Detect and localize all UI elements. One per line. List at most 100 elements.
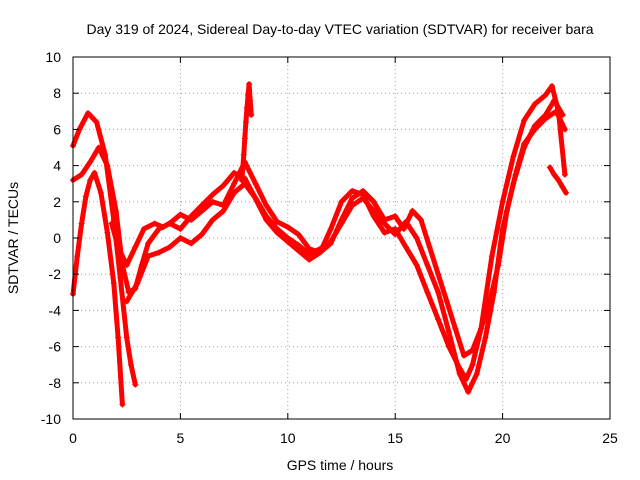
data-point (284, 224, 291, 231)
data-point (317, 245, 324, 252)
data-point (306, 245, 313, 252)
data-point (93, 119, 100, 126)
data-point (417, 216, 424, 223)
y-tick-label: 2 (53, 194, 61, 210)
data-point (198, 207, 205, 214)
data-point (460, 352, 467, 359)
data-point (542, 92, 549, 99)
data-point (349, 195, 356, 202)
data-point (435, 271, 442, 278)
data-point (469, 347, 476, 354)
y-tick-label: 0 (53, 230, 61, 246)
data-point (252, 195, 259, 202)
data-point (306, 251, 313, 258)
data-point (521, 144, 528, 151)
data-point (245, 92, 252, 99)
data-point (546, 164, 553, 171)
data-point (188, 216, 195, 223)
data-point (198, 202, 205, 209)
data-point (392, 213, 399, 220)
data-point (555, 177, 562, 184)
data-point (238, 177, 245, 184)
data-point (97, 189, 104, 196)
data-point (456, 370, 463, 377)
data-point (168, 218, 175, 225)
data-point (338, 220, 345, 227)
data-point (78, 220, 85, 227)
chart-title: Day 319 of 2024, Sidereal Day-to-day VTE… (86, 21, 593, 37)
data-point (198, 231, 205, 238)
data-point (263, 202, 270, 209)
y-tick-label: 10 (45, 49, 61, 65)
data-point (452, 325, 459, 332)
data-point (209, 198, 216, 205)
data-point (209, 191, 216, 198)
data-point (132, 244, 139, 251)
data-point (160, 224, 167, 231)
y-tick-label: -8 (49, 375, 62, 391)
data-point (469, 361, 476, 368)
data-point (435, 289, 442, 296)
data-point (151, 220, 158, 227)
data-point (85, 110, 92, 117)
data-point (327, 238, 334, 245)
data-point (510, 153, 517, 160)
data-point (542, 111, 549, 118)
data-point (465, 388, 472, 395)
data-point (295, 242, 302, 249)
data-point (247, 97, 254, 104)
x-axis-label: GPS time / hours (287, 457, 394, 473)
data-point (252, 180, 259, 187)
data-point (123, 262, 130, 269)
data-point (209, 216, 216, 223)
data-point (243, 104, 250, 111)
data-point (132, 381, 139, 388)
data-point (413, 235, 420, 241)
data-point (248, 111, 255, 118)
data-series (70, 81, 569, 408)
x-tick-label: 5 (177, 430, 185, 446)
data-point (240, 151, 247, 158)
x-tick-label: 10 (280, 430, 296, 446)
data-point (104, 229, 111, 236)
data-point (349, 187, 356, 194)
data-point (551, 171, 558, 178)
data-point (231, 180, 238, 187)
data-point (409, 207, 416, 214)
data-point (95, 144, 102, 151)
data-point (74, 253, 81, 260)
data-point (78, 171, 85, 178)
y-tick-label: -6 (49, 339, 62, 355)
data-point (274, 218, 281, 225)
data-point (166, 244, 173, 251)
data-point (549, 82, 556, 89)
data-point (531, 101, 538, 108)
data-point (145, 253, 152, 260)
data-point (402, 244, 409, 251)
data-point (359, 187, 366, 194)
data-point (488, 253, 495, 260)
x-tick-label: 20 (495, 430, 511, 446)
data-point (359, 195, 366, 202)
data-point (426, 244, 433, 251)
data-point (123, 334, 130, 341)
data-point (499, 225, 506, 232)
data-point (274, 225, 281, 232)
data-point (473, 370, 480, 377)
data-point (177, 225, 184, 232)
data-point (338, 198, 345, 205)
data-point (117, 274, 124, 281)
y-axis-label: SDTVAR / TECUs (5, 182, 21, 294)
data-point (295, 247, 302, 254)
data-point (424, 289, 431, 296)
data-point (370, 207, 377, 214)
data-point (445, 329, 452, 336)
data-point (482, 334, 489, 341)
data-point (559, 184, 566, 191)
data-point (177, 235, 184, 241)
data-point (370, 198, 377, 205)
data-point (551, 97, 558, 104)
data-point (392, 231, 399, 238)
